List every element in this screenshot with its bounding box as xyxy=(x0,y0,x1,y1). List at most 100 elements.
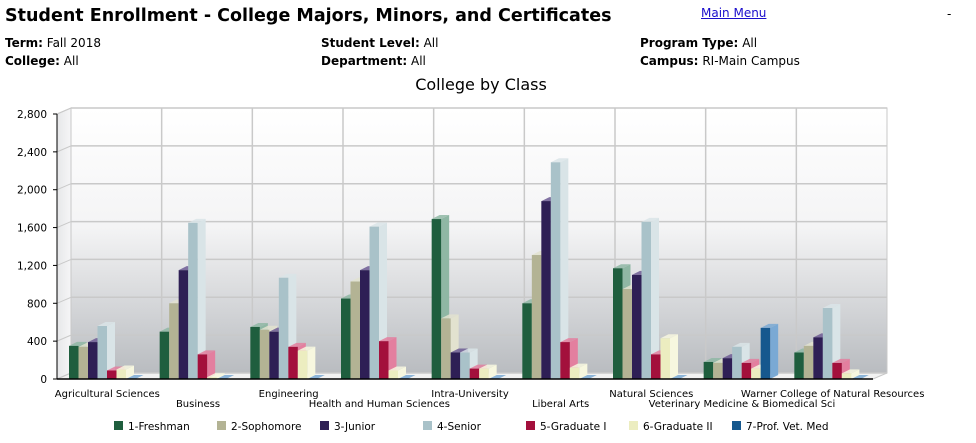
legend-item[interactable]: 6-Graduate II xyxy=(629,421,713,433)
bar-front xyxy=(207,377,217,379)
bar-top xyxy=(579,375,597,379)
y-tick-label: 1,600 xyxy=(17,223,47,235)
bar-front xyxy=(613,268,623,379)
legend-item[interactable]: 7-Prof. Vet. Med xyxy=(732,421,829,433)
bar-top xyxy=(732,342,750,347)
bar-top xyxy=(741,358,760,363)
bar-front xyxy=(78,346,88,379)
bar xyxy=(479,364,497,379)
bar-front xyxy=(97,326,107,379)
bar-front xyxy=(169,303,179,379)
bar-top xyxy=(207,373,225,378)
bar-front xyxy=(760,327,771,379)
dash-text: - xyxy=(947,7,952,21)
gridline-side xyxy=(56,372,72,380)
x-tick-label: Intra-University xyxy=(431,389,509,400)
bar-front xyxy=(388,370,398,379)
main-menu-link[interactable]: Main Menu xyxy=(701,6,767,20)
bar-top xyxy=(431,215,450,220)
bar-top xyxy=(379,337,397,342)
x-tick-label: Liberal Arts xyxy=(532,399,589,410)
filter-campus: Campus: RI-Main Campus xyxy=(640,54,800,68)
legend-item[interactable]: 4-Senior xyxy=(423,421,482,433)
bar xyxy=(488,375,507,379)
bar-front xyxy=(379,341,389,379)
bar xyxy=(841,369,860,379)
bar-front xyxy=(803,345,814,379)
bar-front xyxy=(541,201,551,379)
bar-top xyxy=(97,322,115,326)
filter-label: College: xyxy=(5,54,60,68)
bar-front xyxy=(660,338,670,379)
x-tick-label: Veterinary Medicine & Biomedical Sci xyxy=(649,399,836,410)
filter-label: Campus: xyxy=(640,54,699,68)
bar-top xyxy=(841,369,860,374)
legend-label: 7-Prof. Vet. Med xyxy=(746,421,829,433)
bar-front xyxy=(450,352,461,379)
bar xyxy=(550,158,569,379)
bar-front xyxy=(732,346,742,379)
bar-top xyxy=(197,350,216,355)
legend-label: 2-Sophomore xyxy=(231,421,302,433)
legend-item[interactable]: 2-Sophomore xyxy=(217,421,302,433)
bar-front xyxy=(431,219,442,379)
filter-program-type: Program Type: All xyxy=(640,36,757,50)
bar-side xyxy=(126,365,134,379)
bar-top xyxy=(216,375,235,379)
bar-front xyxy=(288,346,298,379)
filter-department: Department: All xyxy=(321,54,426,68)
bar-front xyxy=(479,368,489,379)
bar xyxy=(116,365,134,379)
bar-front xyxy=(297,350,308,379)
filter-label: Department: xyxy=(321,54,408,68)
bar-top xyxy=(670,375,688,379)
filter-college: College: All xyxy=(5,54,79,68)
bar-top xyxy=(613,264,631,269)
bar-top xyxy=(569,363,588,368)
bar-front xyxy=(550,162,561,379)
bar-front xyxy=(116,369,126,379)
legend-item[interactable]: 3-Junior xyxy=(320,421,376,433)
chart-back-wall xyxy=(70,107,888,374)
bar-top xyxy=(297,346,316,351)
chart-title: College by Class xyxy=(415,75,547,94)
bar-side xyxy=(207,350,216,379)
bar-front xyxy=(713,362,723,379)
bar-side xyxy=(488,364,497,379)
bar-top xyxy=(550,158,569,163)
bar-top xyxy=(398,375,416,379)
bar-side xyxy=(560,158,569,379)
legend-swatch xyxy=(320,421,329,430)
bar-top xyxy=(641,217,659,222)
filter-label: Term: xyxy=(5,36,43,50)
filter-label: Program Type: xyxy=(640,36,739,50)
bar-front xyxy=(622,289,632,379)
y-tick-label: 400 xyxy=(27,336,47,348)
bar-front xyxy=(813,337,823,379)
bar-front xyxy=(350,281,360,379)
bar xyxy=(126,375,144,379)
bar-front xyxy=(159,331,170,379)
legend-item[interactable]: 1-Freshman xyxy=(114,421,190,433)
bar-top xyxy=(441,314,459,319)
bar-top xyxy=(259,325,278,330)
page-title: Student Enrollment - College Majors, Min… xyxy=(5,6,612,26)
filter-value: All xyxy=(742,36,758,50)
bar-front xyxy=(360,270,370,379)
bar-side xyxy=(197,218,206,379)
legend-swatch xyxy=(114,421,123,430)
bar-front xyxy=(88,342,98,379)
bar-front xyxy=(651,354,661,379)
bar-side xyxy=(107,322,115,379)
legend-item[interactable]: 5-Graduate I xyxy=(526,421,607,433)
bar-top xyxy=(660,334,678,339)
bar xyxy=(207,373,225,379)
y-tick-label: 800 xyxy=(27,298,47,310)
bar-side xyxy=(651,217,659,379)
x-tick-label: Engineering xyxy=(259,389,319,400)
bar-top xyxy=(851,375,869,379)
bar-top xyxy=(488,375,507,379)
bar-front xyxy=(703,361,714,379)
bar-top xyxy=(69,341,87,346)
